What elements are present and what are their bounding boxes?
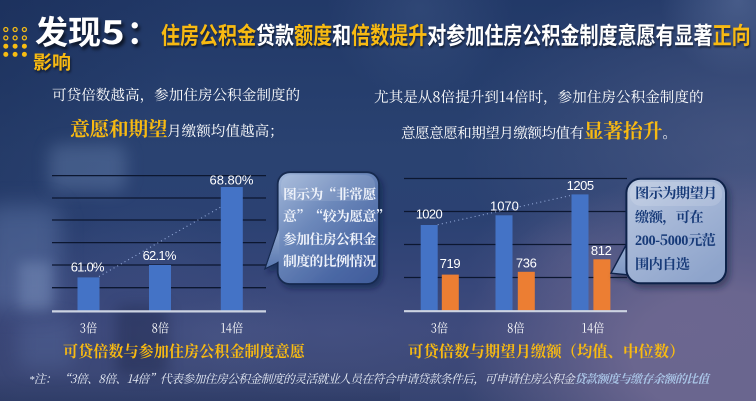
svg-text:8倍: 8倍	[507, 318, 524, 336]
svg-text:736: 736	[516, 255, 537, 270]
svg-text:8倍: 8倍	[152, 318, 169, 336]
svg-text:68.80%: 68.80%	[210, 172, 254, 187]
svg-text:812: 812	[591, 243, 612, 258]
svg-text:3倍: 3倍	[80, 318, 97, 336]
svg-text:3倍: 3倍	[431, 318, 448, 336]
svg-text:1020: 1020	[416, 206, 443, 221]
svg-text:14倍: 14倍	[582, 318, 605, 336]
svg-text:14倍: 14倍	[220, 318, 243, 336]
svg-text:1205: 1205	[567, 178, 595, 193]
svg-text:61.0%: 61.0%	[71, 259, 105, 274]
svg-text:62.1%: 62.1%	[143, 248, 177, 263]
svg-text:719: 719	[440, 256, 461, 271]
svg-text:1070: 1070	[490, 198, 519, 213]
